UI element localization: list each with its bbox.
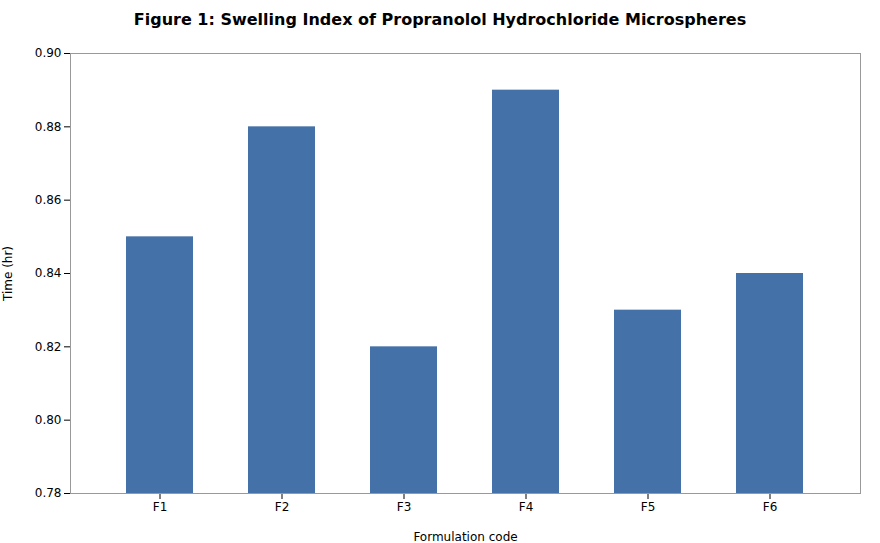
svg-text:Formulation code: Formulation code [413, 530, 517, 543]
svg-text:0.82: 0.82 [35, 340, 62, 354]
svg-text:0.86: 0.86 [35, 193, 62, 207]
svg-text:F6: F6 [763, 500, 778, 514]
html-text:Figure 1: Swelling Index of Pr: Figure 1: Swelling Index of Propranolol … [133, 10, 747, 29]
svg-text:Time (hr): Time (hr) [1, 246, 15, 302]
svg-text:F1: F1 [153, 500, 168, 514]
svg-text:0.84: 0.84 [35, 266, 62, 280]
svg-text:F2: F2 [275, 500, 290, 514]
svg-text:F3: F3 [397, 500, 412, 514]
svg-text:0.78: 0.78 [35, 486, 62, 500]
svg-text:0.80: 0.80 [35, 413, 62, 427]
svg-text:0.90: 0.90 [35, 46, 62, 60]
svg-text:0.88: 0.88 [35, 120, 62, 134]
svg-text:F4: F4 [519, 500, 534, 514]
svg-text:F5: F5 [641, 500, 656, 514]
